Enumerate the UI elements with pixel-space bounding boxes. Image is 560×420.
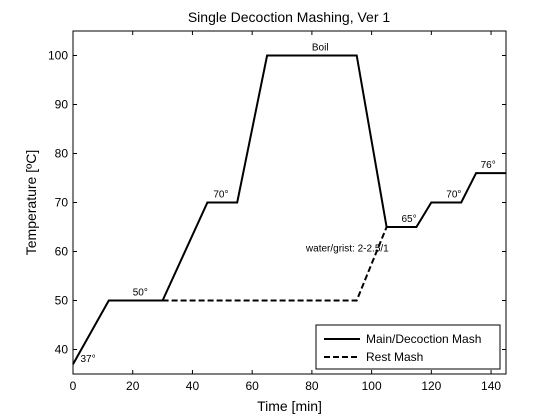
y-axis-label: Temperature [ºC] — [23, 150, 39, 256]
x-tick-label: 100 — [362, 379, 382, 393]
legend-box — [315, 324, 501, 370]
x-tick-label: 140 — [481, 379, 501, 393]
y-tick-label: 90 — [55, 98, 69, 112]
y-tick-label: 80 — [55, 147, 69, 161]
annotation: 70° — [446, 190, 461, 201]
legend: Main/Decoction Mash Rest Mash — [315, 324, 501, 370]
series-line — [162, 226, 388, 302]
x-tick-label: 60 — [245, 379, 259, 393]
y-tick-label: 40 — [55, 343, 69, 357]
legend-label: Rest Mash — [366, 350, 423, 364]
series-layer — [72, 54, 506, 365]
axis-ticks: 0 20 40 60 80 100 120 140 40 50 60 70 80 90 100 — [48, 31, 506, 393]
x-axis-label: Time [min] — [257, 398, 322, 414]
annotation: 50° — [133, 288, 148, 299]
annotation: water/grist: 2-2.5/1 — [305, 244, 389, 255]
x-tick-label: 120 — [421, 379, 441, 393]
legend-label: Main/Decoction Mash — [366, 332, 481, 346]
annotation-layer: 37° 50° 70° Boil water/grist: 2-2.5/1 65° 70° 7… — [80, 43, 495, 365]
x-tick-label: 40 — [186, 379, 200, 393]
annotation: 76° — [481, 160, 496, 171]
x-tick-label: 80 — [305, 379, 319, 393]
y-tick-label: 70 — [55, 196, 69, 210]
annotation: Boil — [312, 43, 329, 54]
y-tick-label: 50 — [55, 294, 69, 308]
y-tick-label: 100 — [48, 49, 68, 63]
annotation: 70° — [213, 190, 228, 201]
x-tick-label: 20 — [126, 379, 140, 393]
y-tick-label: 60 — [55, 245, 69, 259]
annotation: 65° — [401, 214, 416, 225]
chart-title: Single Decoction Mashing, Ver 1 — [188, 9, 391, 25]
x-tick-label: 0 — [70, 379, 77, 393]
annotation: 37° — [80, 354, 95, 365]
